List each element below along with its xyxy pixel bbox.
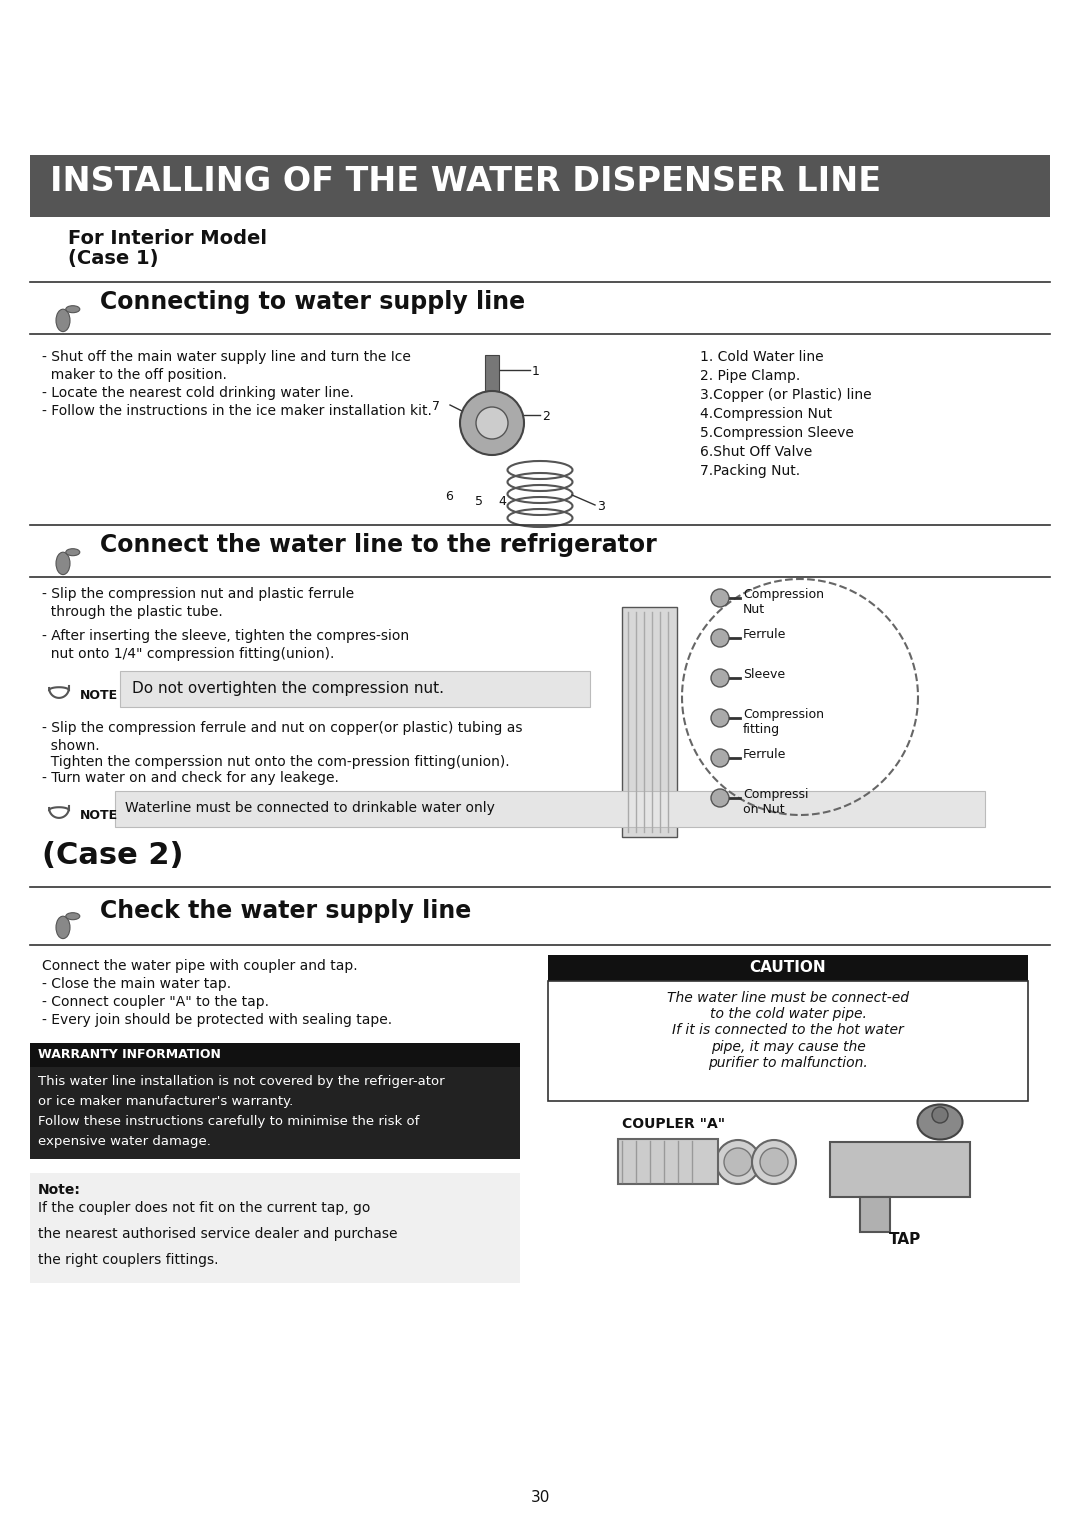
- Circle shape: [932, 1106, 948, 1123]
- Bar: [30, 1044, 519, 1067]
- Text: 6: 6: [445, 490, 453, 503]
- Ellipse shape: [56, 552, 70, 575]
- Circle shape: [711, 630, 729, 646]
- Circle shape: [752, 1140, 796, 1184]
- Circle shape: [711, 669, 729, 688]
- Text: the nearest authorised service dealer and purchase: the nearest authorised service dealer an…: [38, 1227, 397, 1241]
- Text: (Case 2): (Case 2): [42, 840, 184, 869]
- Bar: [548, 981, 1028, 1102]
- Ellipse shape: [66, 549, 80, 556]
- Text: WARRANTY INFORMATION: WARRANTY INFORMATION: [38, 1048, 221, 1060]
- Bar: [831, 1141, 970, 1196]
- Text: Compression
fitting: Compression fitting: [743, 707, 824, 736]
- Bar: [30, 1067, 519, 1160]
- Text: NOTE: NOTE: [80, 689, 118, 701]
- Bar: [485, 354, 499, 410]
- Ellipse shape: [918, 1105, 962, 1140]
- Text: If the coupler does not fit on the current tap, go: If the coupler does not fit on the curre…: [38, 1201, 370, 1215]
- Ellipse shape: [66, 306, 80, 313]
- Bar: [548, 955, 1028, 981]
- Circle shape: [711, 709, 729, 727]
- Text: 7: 7: [432, 400, 440, 413]
- Text: - Connect coupler "A" to the tap.: - Connect coupler "A" to the tap.: [42, 995, 269, 1008]
- Text: CAUTION: CAUTION: [750, 960, 826, 975]
- Text: the right couplers fittings.: the right couplers fittings.: [38, 1253, 218, 1267]
- Ellipse shape: [56, 309, 70, 332]
- Bar: [120, 671, 590, 707]
- Text: 5.Compression Sleeve: 5.Compression Sleeve: [700, 426, 854, 440]
- Text: or ice maker manufacturer's warranty.: or ice maker manufacturer's warranty.: [38, 1096, 294, 1108]
- Text: 4: 4: [498, 495, 505, 507]
- Text: INSTALLING OF THE WATER DISPENSER LINE: INSTALLING OF THE WATER DISPENSER LINE: [50, 165, 881, 199]
- Text: Compressi
on Nut: Compressi on Nut: [743, 788, 809, 816]
- Bar: [618, 1138, 718, 1184]
- Circle shape: [760, 1148, 788, 1177]
- Text: 1: 1: [532, 365, 540, 377]
- Bar: [622, 607, 677, 837]
- Bar: [860, 1196, 890, 1232]
- Ellipse shape: [66, 912, 80, 920]
- Circle shape: [460, 391, 524, 455]
- Text: - After inserting the sleeve, tighten the compres-sion: - After inserting the sleeve, tighten th…: [42, 630, 409, 643]
- Ellipse shape: [56, 917, 70, 938]
- Text: - Slip the compression nut and plastic ferrule: - Slip the compression nut and plastic f…: [42, 587, 354, 601]
- Text: 7.Packing Nut.: 7.Packing Nut.: [700, 465, 800, 478]
- Circle shape: [711, 749, 729, 767]
- Text: through the plastic tube.: through the plastic tube.: [42, 605, 222, 619]
- Text: 3: 3: [597, 500, 605, 513]
- Text: COUPLER "A": COUPLER "A": [622, 1117, 725, 1131]
- Text: 4.Compression Nut: 4.Compression Nut: [700, 406, 832, 422]
- Bar: [30, 154, 1050, 217]
- Circle shape: [711, 588, 729, 607]
- Text: This water line installation is not covered by the refriger-ator: This water line installation is not cove…: [38, 1076, 445, 1088]
- Text: NOTE: NOTE: [80, 808, 118, 822]
- Text: Connect the water line to the refrigerator: Connect the water line to the refrigerat…: [100, 533, 657, 558]
- Bar: [114, 792, 985, 827]
- Text: - Locate the nearest cold drinking water line.: - Locate the nearest cold drinking water…: [42, 387, 354, 400]
- Bar: [30, 1174, 519, 1284]
- Text: - Every join should be protected with sealing tape.: - Every join should be protected with se…: [42, 1013, 392, 1027]
- Text: 3.Copper (or Plastic) line: 3.Copper (or Plastic) line: [700, 388, 872, 402]
- Text: 5: 5: [475, 495, 483, 507]
- Text: Ferrule: Ferrule: [743, 628, 786, 642]
- Text: Follow these instructions carefully to minimise the risk of: Follow these instructions carefully to m…: [38, 1115, 419, 1128]
- Circle shape: [476, 406, 508, 439]
- Text: Connect the water pipe with coupler and tap.: Connect the water pipe with coupler and …: [42, 960, 357, 973]
- Text: - Slip the compression ferrule and nut on copper(or plastic) tubing as: - Slip the compression ferrule and nut o…: [42, 721, 523, 735]
- Text: - Turn water on and check for any leakege.: - Turn water on and check for any leakeg…: [42, 772, 339, 785]
- Text: Do not overtighten the compression nut.: Do not overtighten the compression nut.: [132, 681, 444, 695]
- Text: Compression
Nut: Compression Nut: [743, 588, 824, 616]
- Text: Tighten the comperssion nut onto the com-pression fitting(union).: Tighten the comperssion nut onto the com…: [42, 755, 510, 769]
- Circle shape: [724, 1148, 752, 1177]
- Text: The water line must be connect-ed
to the cold water pipe.
If it is connected to : The water line must be connect-ed to the…: [667, 992, 909, 1070]
- Text: Note:: Note:: [38, 1183, 81, 1196]
- Circle shape: [711, 788, 729, 807]
- Text: nut onto 1/4" compression fitting(union).: nut onto 1/4" compression fitting(union)…: [42, 646, 335, 662]
- Text: 2. Pipe Clamp.: 2. Pipe Clamp.: [700, 368, 800, 384]
- Text: (Case 1): (Case 1): [68, 249, 159, 267]
- Text: Connecting to water supply line: Connecting to water supply line: [100, 290, 525, 313]
- Circle shape: [716, 1140, 760, 1184]
- Text: shown.: shown.: [42, 740, 99, 753]
- Text: 30: 30: [530, 1490, 550, 1505]
- Text: maker to the off position.: maker to the off position.: [42, 368, 227, 382]
- Text: expensive water damage.: expensive water damage.: [38, 1135, 211, 1148]
- Text: Sleeve: Sleeve: [743, 668, 785, 681]
- Text: - Follow the instructions in the ice maker installation kit.: - Follow the instructions in the ice mak…: [42, 403, 432, 419]
- Text: Check the water supply line: Check the water supply line: [100, 898, 471, 923]
- Text: For Interior Model: For Interior Model: [68, 229, 267, 248]
- Text: 6.Shut Off Valve: 6.Shut Off Valve: [700, 445, 812, 458]
- Text: Waterline must be connected to drinkable water only: Waterline must be connected to drinkable…: [125, 801, 495, 814]
- Text: Ferrule: Ferrule: [743, 749, 786, 761]
- Text: - Shut off the main water supply line and turn the Ice: - Shut off the main water supply line an…: [42, 350, 410, 364]
- Text: 1. Cold Water line: 1. Cold Water line: [700, 350, 824, 364]
- Text: 2: 2: [542, 410, 550, 423]
- Text: TAP: TAP: [889, 1232, 921, 1247]
- Text: - Close the main water tap.: - Close the main water tap.: [42, 976, 231, 992]
